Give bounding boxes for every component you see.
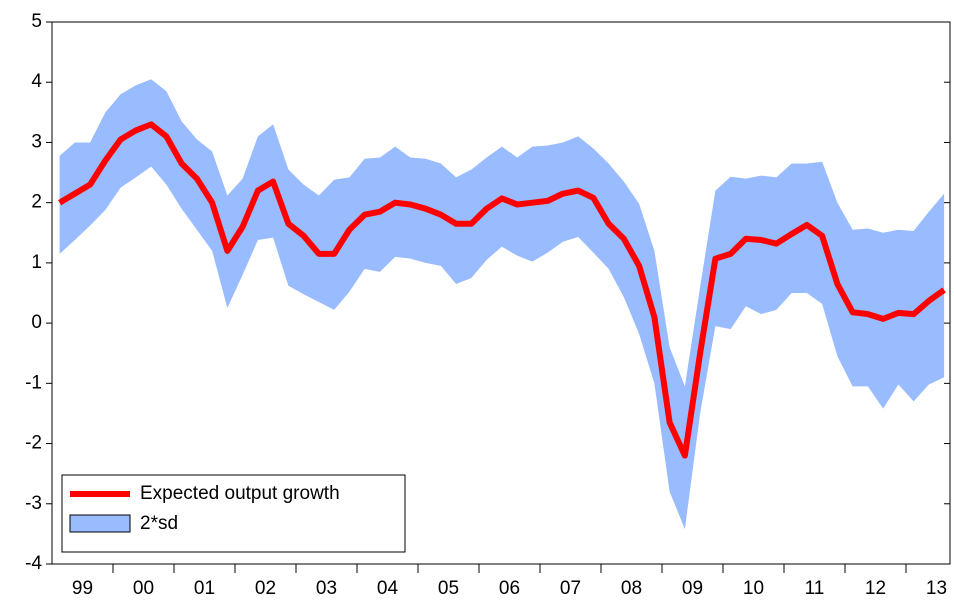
y-tick-label: -3	[25, 493, 42, 514]
x-tick-label: 10	[743, 578, 764, 599]
plot-frame	[51, 21, 951, 565]
y-tick-label: 4	[31, 71, 42, 92]
x-tick-label: 03	[316, 578, 337, 599]
legend-label: Expected output growth	[140, 483, 340, 504]
x-tick-label: 02	[255, 578, 276, 599]
y-tick-label: 0	[31, 312, 42, 333]
x-tick-label: 11	[805, 578, 825, 599]
band-area	[59, 79, 945, 530]
y-tick-label: 3	[31, 131, 42, 152]
y-tick-label: -4	[25, 553, 42, 574]
x-tick-label: 08	[621, 578, 642, 599]
y-tick-label: 2	[31, 192, 42, 213]
x-tick-label: 06	[499, 578, 520, 599]
x-tick-label: 99	[72, 578, 93, 599]
y-tick-label: -2	[25, 433, 42, 454]
x-tick-label: 01	[194, 578, 215, 599]
line	[58, 121, 946, 459]
legend-label: 2*sd	[140, 513, 178, 534]
x-tick-label: 04	[377, 578, 399, 599]
legend-swatch	[69, 514, 131, 533]
x-tick-label: 09	[682, 578, 703, 599]
x-tick-label: 07	[560, 578, 581, 599]
y-tick-label: -1	[25, 372, 42, 393]
x-tick-label: 12	[865, 578, 886, 599]
y-tick-label: 5	[31, 11, 42, 32]
x-tick-label: 00	[133, 578, 154, 599]
legend-box	[61, 474, 406, 553]
y-tick-label: 1	[31, 252, 42, 273]
x-tick-label: 05	[438, 578, 459, 599]
x-tick-label: 13	[926, 578, 947, 599]
